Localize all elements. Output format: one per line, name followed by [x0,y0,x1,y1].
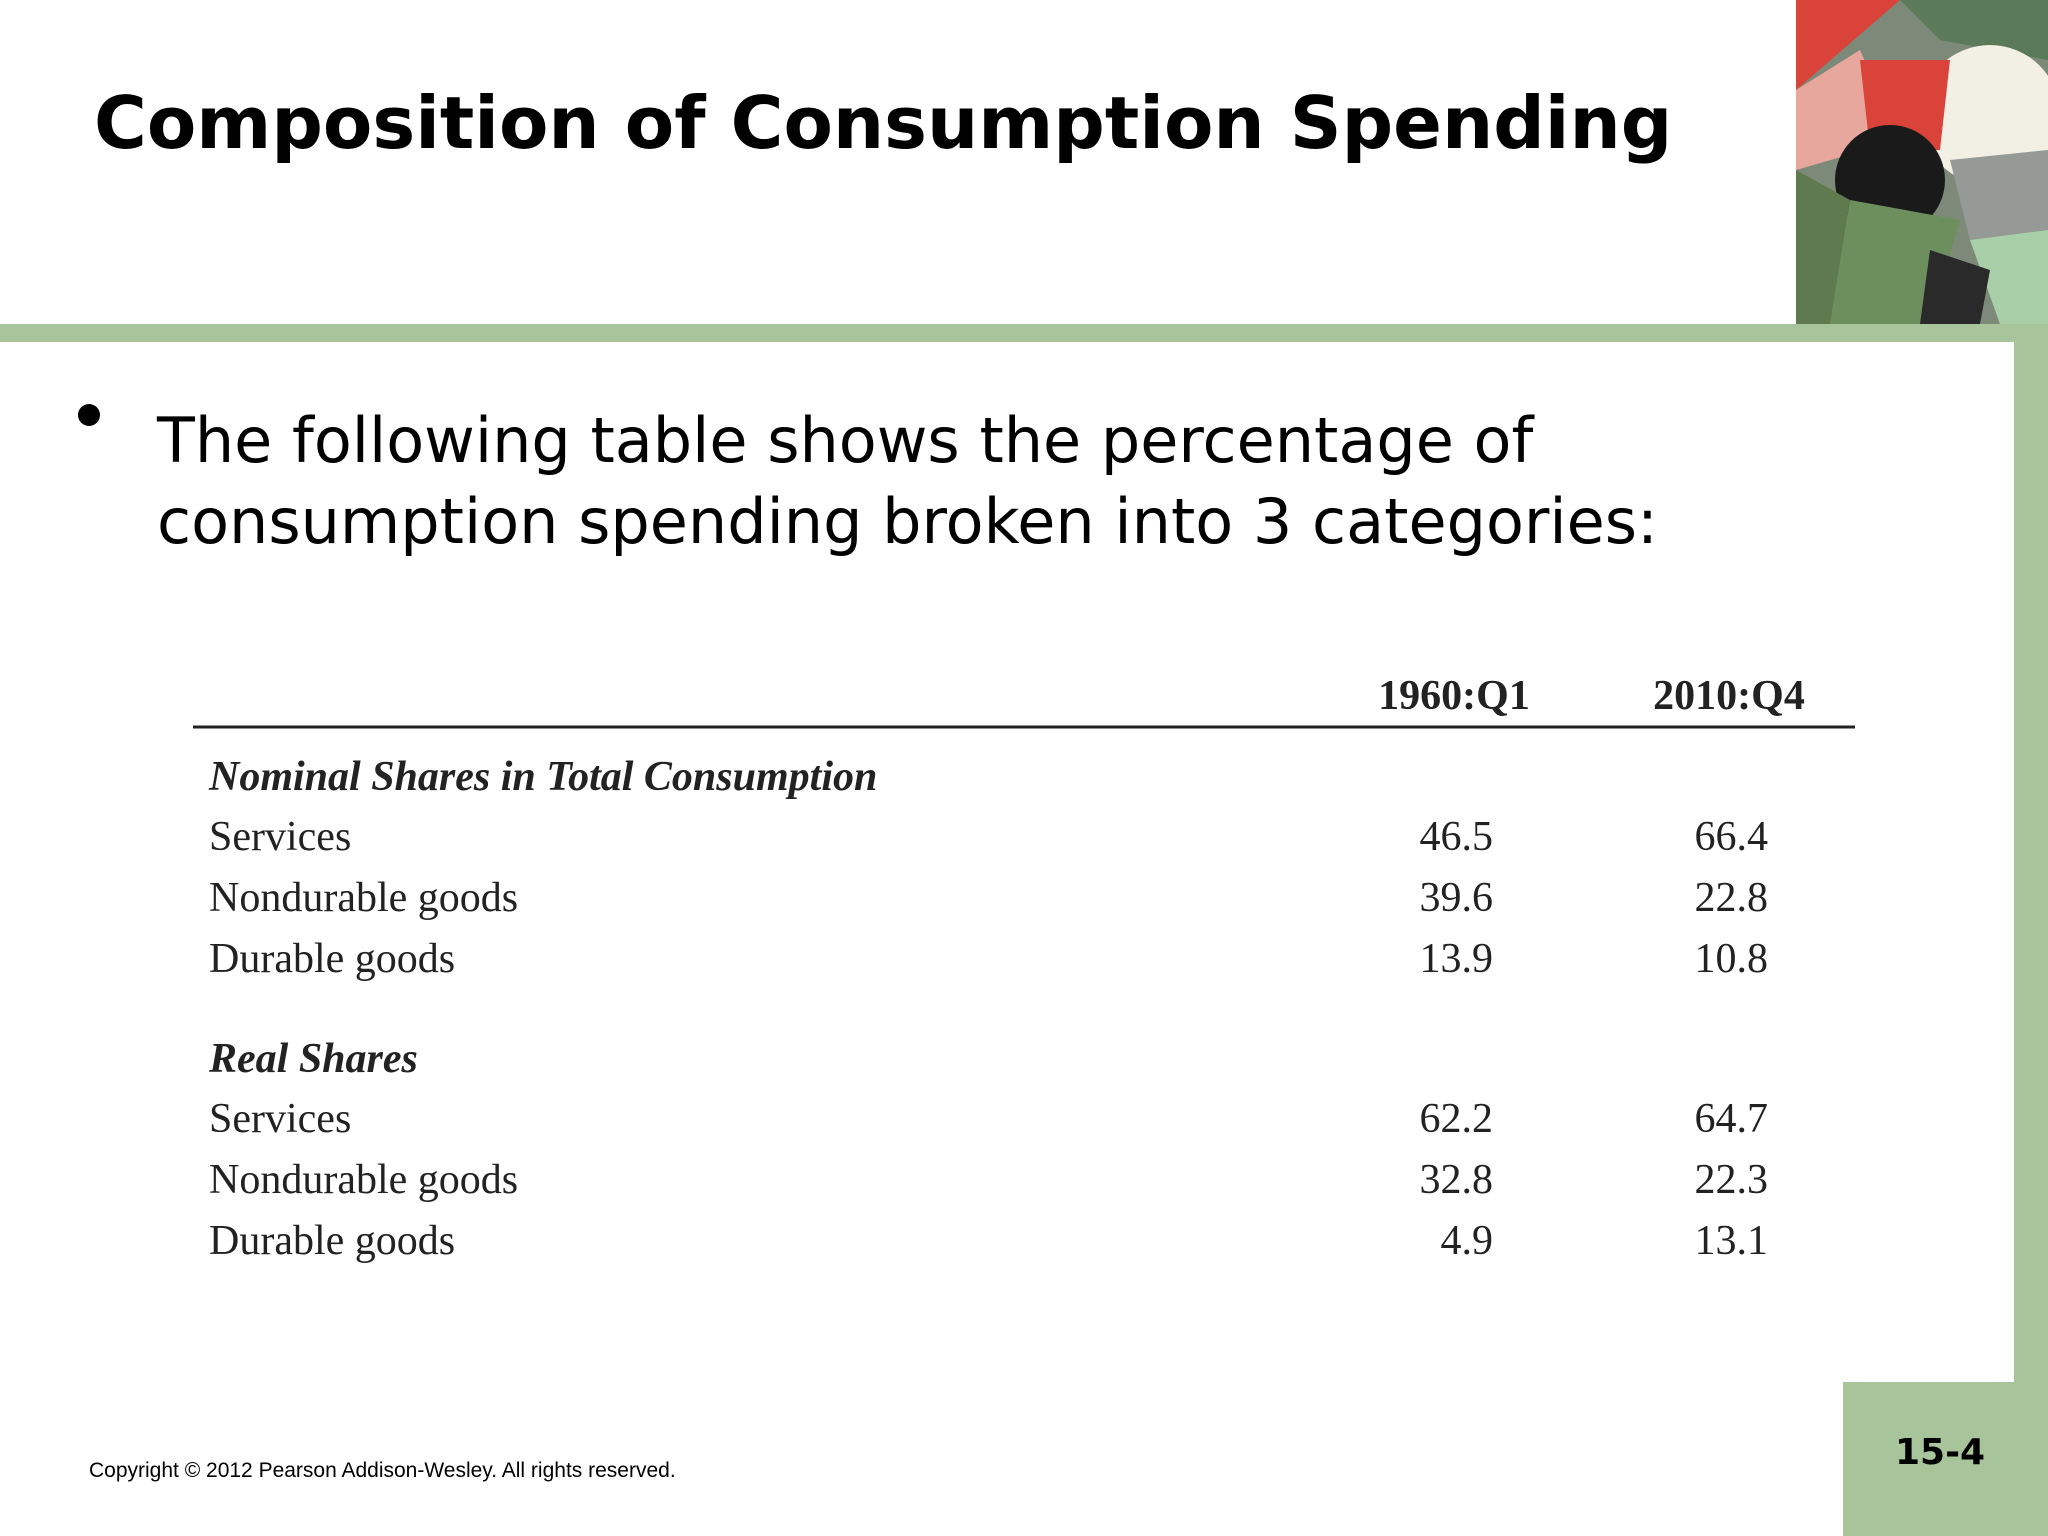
row-label: Nondurable goods [209,875,519,921]
band [0,324,2048,342]
bullet-text: The following table shows the percentage… [157,404,1658,558]
page-box: 15-4 [1843,1382,2014,1536]
column-header: 2010:Q4 [1653,673,1805,719]
row-label: Nondurable goods [209,1157,519,1203]
row-label: Durable goods [209,936,456,982]
cell-value: 62.2 [1419,1096,1494,1142]
cell-value: 13.1 [1694,1218,1769,1264]
cell-value: 66.4 [1694,814,1769,860]
cell-value: 22.8 [1694,875,1769,921]
cell-value: 39.6 [1419,875,1494,921]
cell-value: 64.7 [1694,1096,1769,1142]
cell-value: 13.9 [1419,936,1494,982]
cell-value: 32.8 [1419,1157,1494,1203]
page-number: 15-4 [1895,1432,1986,1473]
column-header: 1960:Q1 [1378,673,1530,719]
cell-value: 4.9 [1440,1218,1494,1264]
row-label: Durable goods [209,1218,456,1264]
cell-value: 10.8 [1694,936,1769,982]
bullet-dot [78,404,100,426]
cell-value: 46.5 [1419,814,1494,860]
section-title: Real Shares [209,1036,418,1082]
side-strip [2014,324,2048,1536]
copyright: Copyright © 2012 Pearson Addison-Wesley.… [89,1459,676,1482]
row-label: Services [209,814,352,860]
cell-value: 22.3 [1694,1157,1769,1203]
artwork [1796,0,2048,324]
row-label: Services [209,1096,352,1142]
section-title: Nominal Shares in Total Consumption [209,754,878,800]
slide-title: Composition of Consumption Spending [94,81,1673,165]
